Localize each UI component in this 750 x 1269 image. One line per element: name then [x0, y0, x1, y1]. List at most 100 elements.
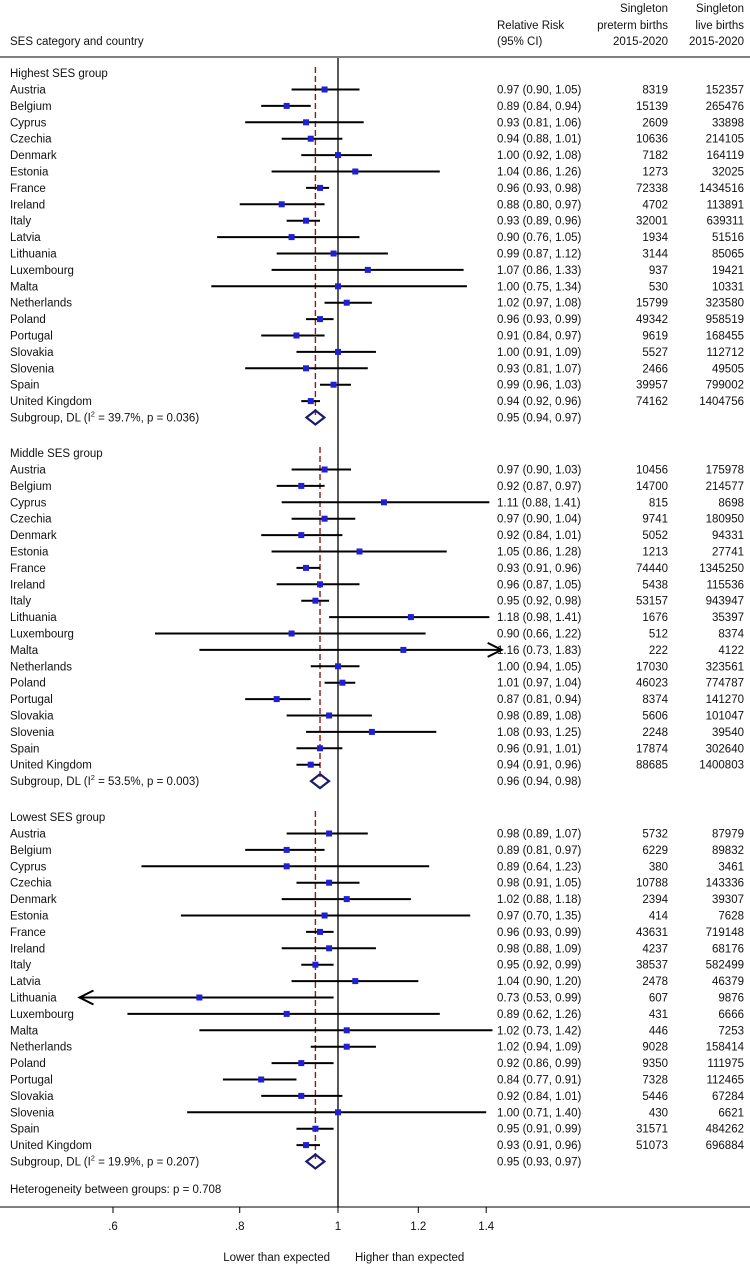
row-country: Cyprus — [10, 117, 47, 129]
row-live: 175978 — [706, 465, 744, 477]
row-rr-ci: 0.93 (0.81, 1.06) — [497, 117, 582, 129]
point-estimate — [293, 332, 300, 339]
row-rr-ci: 0.98 (0.89, 1.07) — [497, 829, 582, 841]
row-country: Malta — [10, 645, 39, 657]
row-rr-ci: 1.02 (0.88, 1.18) — [497, 894, 582, 906]
row-rr-ci: 0.97 (0.90, 1.03) — [497, 465, 582, 477]
row-country: Portugal — [10, 694, 53, 706]
row-preterm: 17874 — [636, 743, 669, 755]
point-estimate — [258, 1076, 265, 1083]
row-live: 19421 — [712, 265, 744, 277]
group-title: Lowest SES group — [10, 812, 105, 824]
row-country: United Kingdom — [10, 760, 92, 772]
row-live: 51516 — [712, 232, 744, 244]
point-estimate — [368, 728, 375, 735]
row-preterm: 10636 — [636, 134, 668, 146]
row-preterm: 32001 — [636, 216, 668, 228]
row-live: 6621 — [718, 1107, 744, 1119]
row-preterm: 5446 — [642, 1091, 668, 1103]
row-rr-ci: 0.91 (0.84, 0.97) — [497, 331, 582, 343]
row-live: 101047 — [706, 711, 744, 723]
row-live: 943947 — [706, 596, 744, 608]
row-rr-ci: 0.93 (0.81, 1.07) — [497, 363, 582, 375]
row-preterm: 5606 — [642, 711, 668, 723]
point-estimate — [278, 201, 285, 208]
row-live: 214577 — [706, 481, 744, 493]
row-preterm: 51073 — [636, 1140, 668, 1152]
row-preterm: 39957 — [636, 380, 668, 392]
row-preterm: 414 — [649, 911, 669, 923]
point-estimate — [330, 381, 337, 388]
axis-tick-label: .8 — [235, 1221, 245, 1233]
row-rr-ci: 0.92 (0.84, 1.01) — [497, 1091, 582, 1103]
subgroup-diamond — [304, 1153, 327, 1170]
row-live: 168455 — [706, 331, 744, 343]
row-preterm: 5438 — [642, 579, 668, 591]
point-estimate — [364, 266, 371, 273]
row-preterm: 53157 — [636, 596, 668, 608]
subgroup-diamond — [309, 772, 331, 790]
row-country: Ireland — [10, 199, 45, 211]
row-preterm: 31571 — [636, 1124, 668, 1136]
row-country: United Kingdom — [10, 1140, 92, 1152]
row-rr-ci: 1.08 (0.93, 1.25) — [497, 727, 582, 739]
row-rr-ci: 0.97 (0.90, 1.04) — [497, 514, 582, 526]
row-preterm: 43631 — [636, 927, 668, 939]
row-preterm: 2466 — [642, 363, 668, 375]
row-rr-ci: 0.94 (0.92, 0.96) — [497, 396, 582, 408]
row-preterm: 49342 — [636, 314, 668, 326]
row-country: Czechia — [10, 134, 52, 146]
row-country: Denmark — [10, 150, 57, 162]
row-rr-ci: 1.07 (0.86, 1.33) — [497, 265, 582, 277]
point-estimate — [307, 761, 314, 768]
row-rr-ci: 1.00 (0.71, 1.40) — [497, 1107, 582, 1119]
row-preterm: 74162 — [636, 396, 668, 408]
row-rr-ci: 0.98 (0.88, 1.09) — [497, 943, 582, 955]
row-rr-ci: 0.90 (0.66, 1.22) — [497, 629, 582, 641]
point-estimate — [356, 548, 363, 555]
row-rr-ci: 1.02 (0.94, 1.09) — [497, 1042, 582, 1054]
row-rr-ci: 0.95 (0.91, 0.99) — [497, 1124, 582, 1136]
point-estimate — [321, 86, 328, 93]
row-rr-ci: 1.02 (0.97, 1.08) — [497, 298, 582, 310]
header-col-live: 2015-2020 — [689, 36, 744, 48]
row-country: Austria — [10, 85, 46, 97]
row-preterm: 5732 — [642, 829, 668, 841]
row-country: Slovenia — [10, 363, 55, 375]
point-estimate — [326, 879, 333, 886]
point-estimate — [307, 135, 314, 142]
header-col-country: SES category and country — [10, 36, 144, 48]
row-live: 46379 — [712, 976, 744, 988]
subgroup-rr-ci: 0.96 (0.94, 0.98) — [497, 776, 582, 788]
row-rr-ci: 0.95 (0.92, 0.99) — [497, 960, 582, 972]
row-rr-ci: 0.84 (0.77, 0.91) — [497, 1075, 582, 1087]
point-estimate — [335, 283, 341, 290]
row-preterm: 937 — [649, 265, 668, 277]
row-live: 32025 — [712, 167, 744, 179]
row-preterm: 815 — [649, 497, 668, 509]
point-estimate — [288, 234, 295, 241]
row-live: 39540 — [712, 727, 744, 739]
row-preterm: 6229 — [642, 845, 668, 857]
row-live: 4122 — [718, 645, 744, 657]
row-preterm: 5527 — [642, 347, 668, 359]
point-estimate — [352, 978, 359, 985]
row-country: Netherlands — [10, 1042, 72, 1054]
row-rr-ci: 0.89 (0.84, 0.94) — [497, 101, 582, 113]
row-live: 1404756 — [699, 396, 744, 408]
row-country: Luxembourg — [10, 265, 74, 277]
row-preterm: 88685 — [636, 760, 668, 772]
row-country: Luxembourg — [10, 1009, 74, 1021]
row-preterm: 72338 — [636, 183, 668, 195]
row-preterm: 17030 — [636, 661, 668, 673]
row-country: Poland — [10, 1058, 46, 1070]
axis-tick-label: .6 — [108, 1221, 118, 1233]
point-estimate — [312, 1125, 319, 1132]
row-rr-ci: 0.73 (0.53, 0.99) — [497, 993, 582, 1005]
row-country: Czechia — [10, 878, 52, 890]
row-country: Italy — [10, 216, 31, 228]
row-country: Belgium — [10, 845, 52, 857]
row-country: Spain — [10, 743, 39, 755]
row-preterm: 74440 — [636, 563, 668, 575]
point-estimate — [343, 299, 350, 306]
